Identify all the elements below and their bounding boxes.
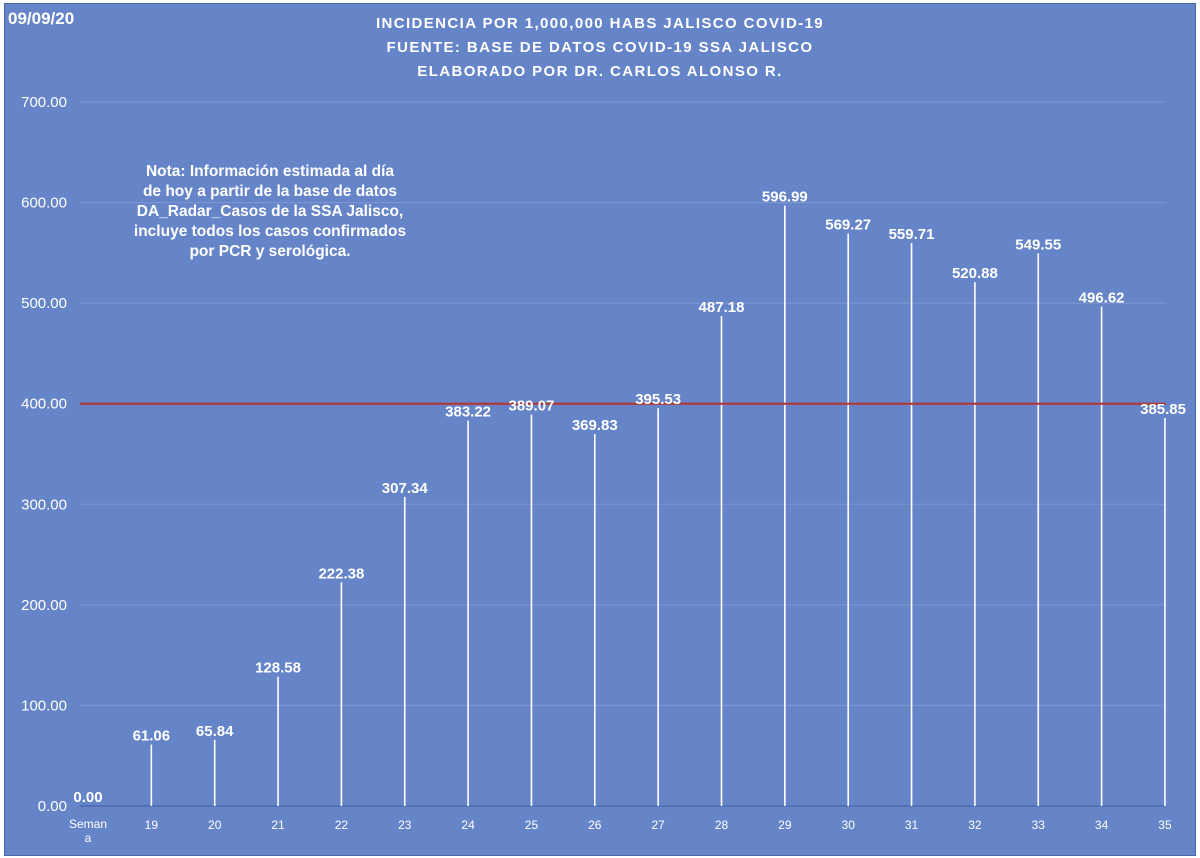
data-label: 559.71 (889, 226, 935, 243)
data-label: 222.38 (318, 565, 364, 582)
y-tick-label: 0.00 (38, 798, 67, 815)
bar (974, 282, 976, 806)
data-label: 307.34 (382, 480, 429, 497)
y-tick-label: 100.00 (21, 697, 67, 714)
data-label: 520.88 (952, 265, 998, 282)
x-tick-label: 35 (1158, 818, 1172, 832)
bar (340, 582, 343, 806)
data-label: 65.84 (196, 723, 234, 740)
x-tick-label: 29 (778, 818, 792, 832)
data-label: 369.83 (572, 417, 618, 434)
y-tick-label: 600.00 (21, 195, 67, 212)
data-label: 395.53 (635, 391, 681, 408)
bar (1164, 417, 1166, 806)
x-tick-label: 19 (145, 818, 159, 832)
data-label: 385.85 (1140, 401, 1186, 418)
x-tick-label: 31 (905, 818, 919, 832)
data-label: 389.07 (509, 398, 555, 415)
bar (784, 205, 786, 806)
note-line-4: incluye todos los casos confirmados (133, 223, 407, 240)
data-label: 383.22 (445, 404, 491, 421)
note-box: Nota: Información estimada al día de hoy… (104, 162, 436, 262)
x-tick-label: 32 (968, 818, 982, 832)
bar (1037, 253, 1040, 807)
x-tick-label: 34 (1095, 818, 1109, 832)
bar (277, 676, 279, 806)
x-tick-label: 26 (588, 818, 602, 832)
x-tick-label: 20 (208, 818, 222, 832)
bar (847, 233, 849, 806)
data-label: 487.18 (699, 299, 745, 316)
note-line-3: DA_Radar_Casos de la SSA Jalisco, (136, 203, 404, 220)
bar (657, 408, 659, 806)
x-tick-label: 25 (525, 818, 539, 832)
x-tick-label: 33 (1032, 818, 1046, 832)
x-tick-label: 30 (842, 818, 856, 832)
date-label: 09/09/20 (8, 9, 75, 28)
data-label: 569.27 (825, 216, 871, 233)
data-label: 0.00 (73, 789, 102, 806)
bar (720, 316, 723, 806)
data-label: 128.58 (255, 660, 301, 677)
bar (213, 739, 216, 806)
chart-background (4, 3, 1196, 856)
bar (1100, 306, 1103, 806)
chart-title-line-1: INCIDENCIA POR 1,000,000 HABS JALISCO CO… (375, 15, 825, 32)
x-tick-label: Seman a (69, 817, 107, 845)
y-tick-label: 200.00 (21, 597, 67, 614)
chart-title-line-3: ELABORADO POR DR. CARLOS ALONSO R. (417, 63, 783, 80)
bar (530, 414, 533, 806)
x-tick-label: 21 (271, 818, 285, 832)
bar (403, 496, 406, 806)
note-line-5: por PCR y serológica. (189, 243, 351, 260)
y-tick-label: 500.00 (21, 295, 67, 312)
data-label: 596.99 (762, 189, 808, 206)
x-tick-label: 22 (335, 818, 349, 832)
data-label: 549.55 (1015, 236, 1061, 253)
bar (594, 434, 596, 806)
note-line-1: Nota: Información estimada al día (145, 163, 395, 180)
x-tick-label: 27 (651, 818, 665, 832)
y-tick-label: 400.00 (21, 396, 67, 413)
note-line-2: de hoy a partir de la base de datos (142, 183, 398, 200)
y-tick-label: 300.00 (21, 496, 67, 513)
bar (150, 744, 153, 806)
data-label: 61.06 (133, 728, 171, 745)
y-tick-label: 700.00 (21, 94, 67, 111)
x-tick-label: 23 (398, 818, 412, 832)
x-tick-label: 28 (715, 818, 729, 832)
x-tick-label: 24 (461, 818, 475, 832)
bar (910, 243, 913, 806)
chart-title-line-2: FUENTE: BASE DE DATOS COVID-19 SSA JALIS… (386, 39, 814, 56)
data-label: 496.62 (1079, 290, 1125, 307)
bar (467, 420, 469, 806)
